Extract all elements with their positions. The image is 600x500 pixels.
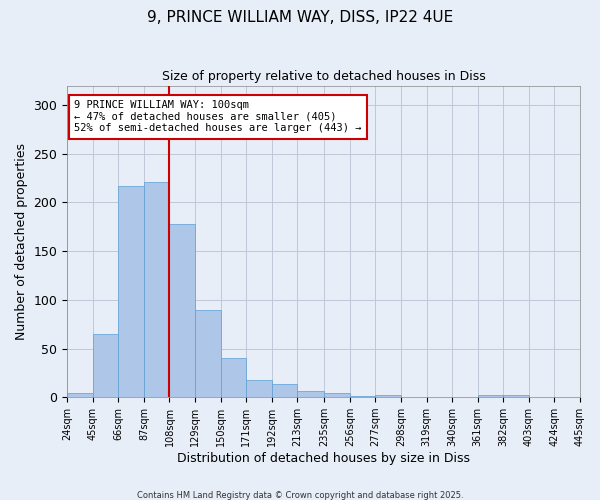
Y-axis label: Number of detached properties: Number of detached properties [15,143,28,340]
Title: Size of property relative to detached houses in Diss: Size of property relative to detached ho… [162,70,485,83]
Bar [503,396,529,397]
Bar [324,394,350,397]
Bar [272,384,298,397]
Bar [93,334,118,397]
Bar [350,396,376,397]
Bar [246,380,272,397]
Bar [298,392,324,397]
Bar [478,396,503,397]
Bar [67,394,93,397]
Bar [376,396,401,397]
Bar [221,358,246,397]
Text: 9, PRINCE WILLIAM WAY, DISS, IP22 4UE: 9, PRINCE WILLIAM WAY, DISS, IP22 4UE [147,10,453,25]
Bar [169,224,195,397]
Bar [144,182,169,397]
Text: 9 PRINCE WILLIAM WAY: 100sqm
← 47% of detached houses are smaller (405)
52% of s: 9 PRINCE WILLIAM WAY: 100sqm ← 47% of de… [74,100,362,134]
X-axis label: Distribution of detached houses by size in Diss: Distribution of detached houses by size … [177,452,470,465]
Text: Contains HM Land Registry data © Crown copyright and database right 2025.: Contains HM Land Registry data © Crown c… [137,490,463,500]
Bar [195,310,221,397]
Bar [118,186,144,397]
